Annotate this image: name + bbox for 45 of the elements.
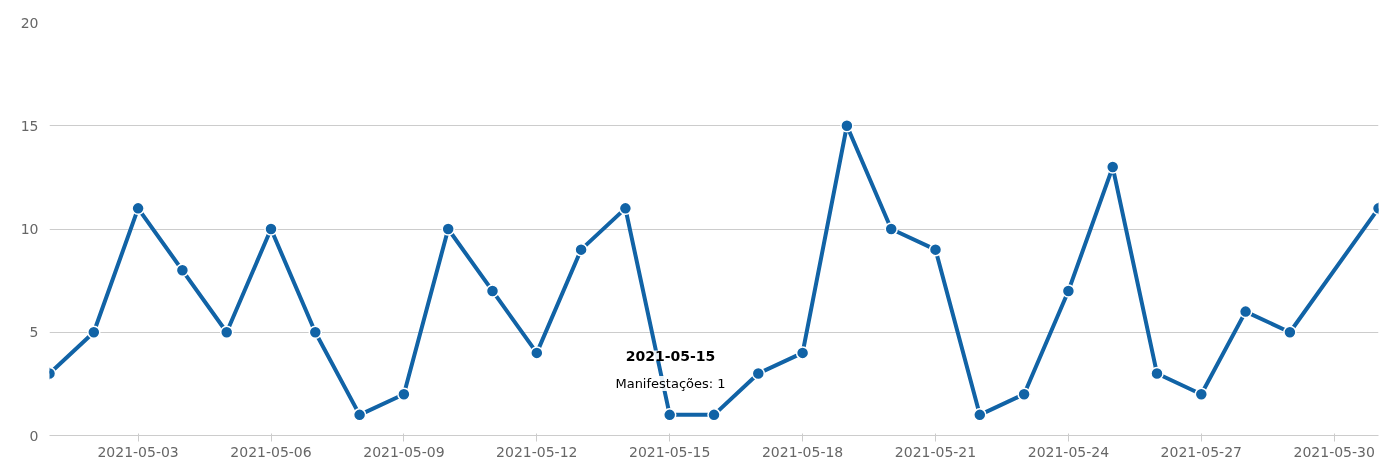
x-tick-label: 2021-05-15 [629, 443, 711, 460]
y-tick-label: 0 [29, 427, 39, 444]
point [441, 222, 455, 236]
point [308, 325, 323, 339]
point [618, 201, 633, 216]
point [1194, 387, 1209, 401]
x-tick-label: 2021-05-18 [761, 443, 844, 460]
x-tick-label: 2021-05-27 [1160, 443, 1242, 460]
point [795, 346, 810, 360]
point [1105, 160, 1120, 174]
y-tick-label: 15 [20, 117, 39, 134]
point [1238, 304, 1253, 319]
point [87, 325, 101, 339]
point [131, 201, 145, 216]
annotation: Manifestações: 1 [615, 376, 726, 391]
point [1150, 366, 1164, 381]
point [219, 325, 234, 339]
x-tick-label: 2021-05-30 [1293, 443, 1375, 460]
point [574, 242, 588, 257]
point [840, 119, 854, 133]
point [662, 408, 677, 422]
y-tick-label: 10 [20, 221, 39, 237]
y-tick-label: 20 [20, 14, 39, 31]
point [928, 242, 943, 257]
x-tick-label: 2021-05-12 [496, 443, 578, 460]
x-tick-label: 2021-05-03 [97, 443, 179, 460]
x-tick-label: 2021-05-21 [894, 443, 977, 460]
point [530, 346, 544, 360]
y-tick-label: 5 [29, 324, 39, 341]
x-tick-label: 2021-05-06 [230, 443, 312, 460]
point [751, 366, 766, 381]
point [884, 222, 898, 236]
x-tick-label: 2021-05-24 [1027, 443, 1110, 460]
point [264, 222, 278, 236]
point [1283, 325, 1297, 339]
point [1061, 284, 1076, 298]
point [175, 263, 190, 278]
point [1017, 387, 1031, 401]
point [485, 284, 500, 298]
point [973, 408, 987, 422]
point [707, 408, 721, 422]
annotation: 2021-05-15 [625, 347, 716, 364]
point [352, 408, 367, 422]
point [397, 387, 411, 401]
x-tick-label: 2021-05-09 [363, 443, 445, 460]
